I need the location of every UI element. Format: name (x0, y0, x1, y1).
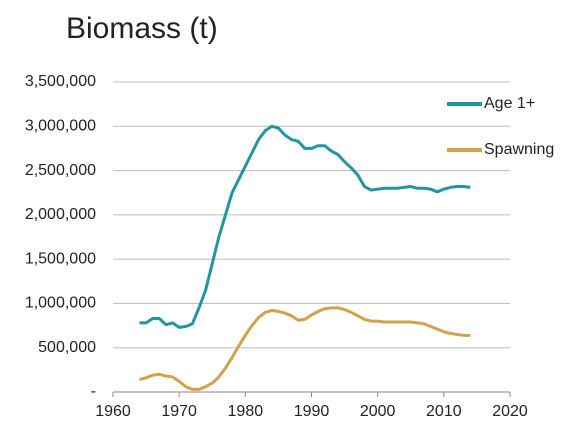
x-tick-label: 1990 (294, 403, 330, 420)
y-tick-label: 1,000,000 (25, 295, 96, 312)
x-tick-label: 1980 (228, 403, 264, 420)
legend-label: Age 1+ (484, 95, 535, 112)
series-line (139, 124, 471, 329)
y-tick-label: 500,000 (38, 339, 96, 356)
x-tick-label: 1970 (161, 403, 197, 420)
x-tick-label: 2020 (492, 403, 528, 420)
legend-label: Spawning (484, 141, 554, 158)
x-tick-label: 2000 (360, 403, 396, 420)
chart-title: Biomass (t) (66, 12, 218, 45)
x-tick-label: 1960 (95, 403, 131, 420)
y-tick-label: 2,500,000 (25, 162, 96, 179)
y-tick-label: 3,000,000 (25, 118, 96, 135)
series-line (139, 306, 471, 391)
y-tick-label: 3,500,000 (25, 73, 96, 90)
y-tick-label: - (91, 383, 96, 400)
x-tick-label: 2010 (426, 403, 462, 420)
y-tick-label: 2,000,000 (25, 206, 96, 223)
y-tick-label: 1,500,000 (25, 250, 96, 267)
